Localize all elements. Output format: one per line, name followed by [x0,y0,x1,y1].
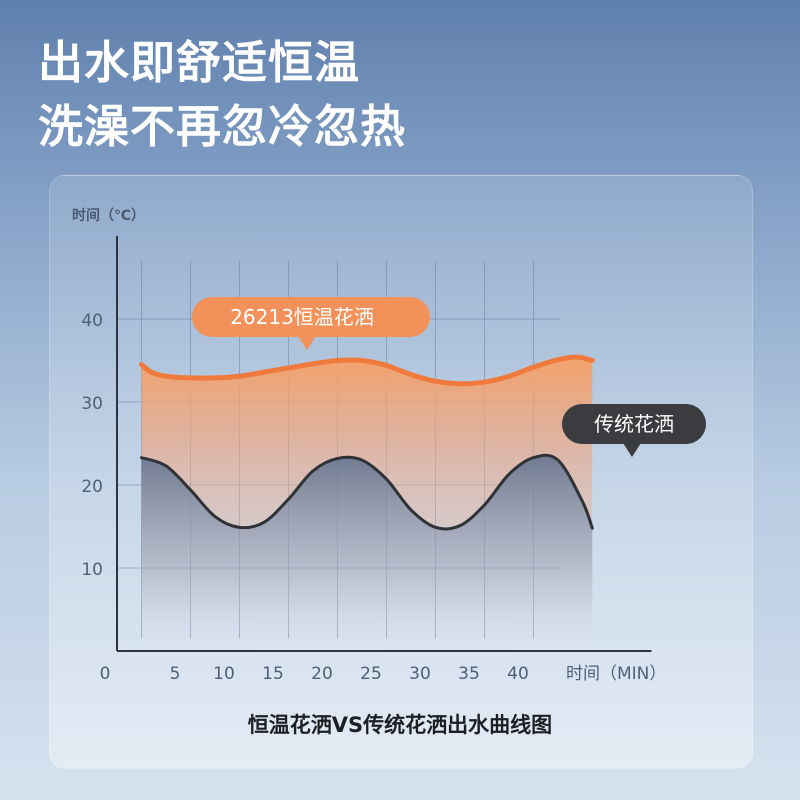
x-tick-label: 40 [507,664,529,684]
x-tick-label: 25 [360,664,382,684]
constant-temp-callout-pointer [298,336,316,350]
x-tick-label: 35 [458,664,480,684]
traditional-line [140,453,594,531]
x-tick-label: 20 [311,664,333,684]
headline-line-1: 出水即舒适恒温 [38,36,361,89]
x-axis-label: 时间（MIN） [566,664,666,684]
y-axis-label: 时间（℃） [72,207,145,224]
traditional-callout-bubble [562,404,706,444]
chart-caption: 恒温花洒VS传统花洒出水曲线图 [247,713,553,737]
x-tick-label: 10 [213,664,235,684]
x-tick-label: 5 [170,664,181,684]
area-fills [141,357,593,643]
x-tick-label: 30 [409,664,431,684]
series-lines [139,354,595,531]
traditional-callout-label: 传统花洒 [594,412,674,436]
traditional-callout-pointer [623,443,641,457]
tick-labels: 10 20 30 40 0 5 10 15 20 25 30 35 40 时间（℃） 时间（MIN） [72,207,666,684]
y-tick-label: 40 [81,311,103,331]
y-tick-label: 30 [81,394,103,414]
axes [116,236,652,652]
x-tick-label: 15 [262,664,284,684]
x-tick-label: 0 [100,664,111,684]
traditional-area [141,455,593,643]
headline-line-2: 洗澡不再忽冷忽热 [38,100,407,153]
y-tick-label: 10 [81,560,103,580]
constant-temp-callout-bubble [192,297,430,337]
y-tick-label: 20 [81,477,103,497]
constant-temp-line [139,354,595,387]
constant-temp-callout-label: 26213恒温花洒 [230,305,374,329]
